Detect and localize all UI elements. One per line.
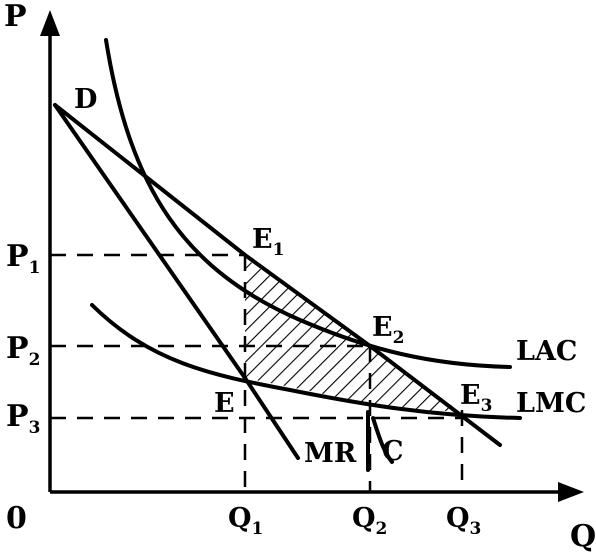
demand-label: D <box>74 84 97 115</box>
p2-label: P2 <box>6 331 40 370</box>
origin-label: 0 <box>6 501 27 536</box>
y-axis-label: P <box>4 0 27 34</box>
lac-curve <box>104 38 512 369</box>
e1-label: E1 <box>252 224 284 260</box>
e-label: E <box>214 388 235 419</box>
c-curve-tail <box>371 416 394 464</box>
lac-label: LAC <box>516 336 577 367</box>
x-axis-label: Q <box>570 519 596 552</box>
demand-curve <box>53 103 502 447</box>
q1-label: Q1 <box>228 503 263 539</box>
p3-label: P3 <box>6 399 40 438</box>
c-label: C <box>382 436 404 467</box>
mr-label: MR <box>304 438 357 469</box>
lmc-label: LMC <box>516 388 586 419</box>
e2-label: E2 <box>372 312 404 348</box>
axes <box>40 10 584 502</box>
lmc-curve <box>90 303 522 420</box>
q2-label: Q2 <box>352 503 387 539</box>
e3-label: E3 <box>460 380 492 416</box>
mr-curve <box>53 103 300 460</box>
q3-label: Q3 <box>446 503 481 539</box>
p1-label: P1 <box>6 239 40 278</box>
x-axis-arrow-icon <box>558 482 584 502</box>
curves <box>53 38 522 472</box>
y-axis-arrow-icon <box>40 10 60 36</box>
